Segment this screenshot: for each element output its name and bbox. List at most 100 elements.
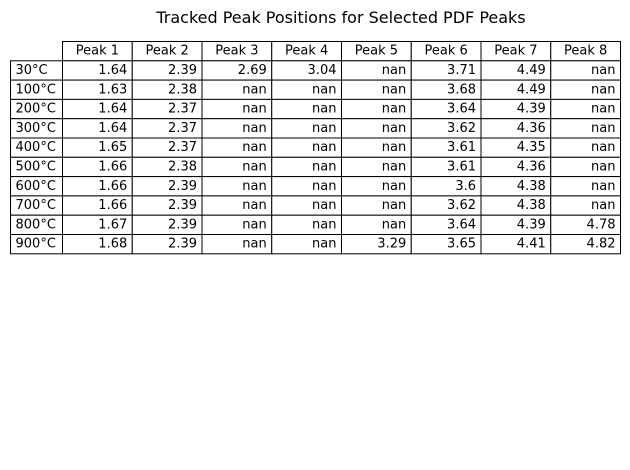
cell-value: 3.61 [447, 140, 476, 155]
row-label: 100°C [16, 82, 56, 97]
cell-value: nan [312, 179, 336, 194]
row-label: 400°C [16, 140, 56, 155]
cell-value: nan [591, 63, 615, 78]
cell-value: 4.78 [587, 217, 616, 232]
chart-title: Tracked Peak Positions for Selected PDF … [156, 8, 526, 27]
cell-value: 1.65 [98, 140, 127, 155]
row-label: 30°C [16, 63, 48, 78]
cell-value: nan [242, 237, 266, 252]
cell-value: 2.38 [168, 82, 197, 97]
cell-value: nan [312, 121, 336, 136]
column-header: Peak 5 [355, 44, 398, 59]
cell-value: 1.66 [98, 198, 127, 213]
cell-value: 1.63 [98, 82, 127, 97]
cell-value: nan [382, 63, 406, 78]
row-label: 200°C [16, 102, 56, 117]
cell-value: 4.36 [517, 159, 546, 174]
cell-value: nan [242, 159, 266, 174]
cell-value: 4.41 [517, 237, 546, 252]
cell-value: nan [382, 159, 406, 174]
row-label: 500°C [16, 159, 56, 174]
cell-value: nan [382, 140, 406, 155]
cell-value: 2.37 [168, 121, 197, 136]
cell-value: nan [382, 217, 406, 232]
cell-value: 3.61 [447, 159, 476, 174]
cell-value: 2.37 [168, 102, 197, 117]
cell-value: nan [242, 140, 266, 155]
cell-value: 3.64 [447, 102, 476, 117]
cell-value: 4.49 [517, 82, 546, 97]
cell-value: 4.82 [587, 237, 616, 252]
column-header: Peak 3 [215, 44, 258, 59]
cell-value: 4.35 [517, 140, 546, 155]
cell-value: nan [591, 82, 615, 97]
cell-value: 3.62 [447, 121, 476, 136]
column-header: Peak 7 [494, 44, 537, 59]
cell-value: nan [591, 198, 615, 213]
column-header: Peak 2 [145, 44, 188, 59]
cell-value: 3.04 [308, 63, 337, 78]
cell-value: 2.39 [168, 179, 197, 194]
cell-value: nan [591, 121, 615, 136]
cell-value: 3.62 [447, 198, 476, 213]
cell-value: nan [242, 102, 266, 117]
cell-value: 2.39 [168, 63, 197, 78]
column-header: Peak 8 [564, 44, 607, 59]
cell-value: 3.68 [447, 82, 476, 97]
cell-value: nan [591, 102, 615, 117]
cell-value: 4.49 [517, 63, 546, 78]
cell-value: nan [242, 198, 266, 213]
cell-value: nan [591, 179, 615, 194]
cell-value: nan [591, 140, 615, 155]
cell-value: 1.68 [98, 237, 127, 252]
cell-value: 3.29 [377, 237, 406, 252]
column-header: Peak 1 [76, 44, 119, 59]
cell-value: 3.65 [447, 237, 476, 252]
table-cell [550, 234, 621, 255]
cell-value: 1.64 [98, 102, 127, 117]
cell-value: nan [242, 179, 266, 194]
cell-value: 3.6 [455, 179, 476, 194]
cell-value: 4.38 [517, 198, 546, 213]
cell-value: 3.71 [447, 63, 476, 78]
cell-value: nan [242, 82, 266, 97]
cell-value: nan [312, 140, 336, 155]
cell-value: nan [242, 121, 266, 136]
cell-value: nan [242, 217, 266, 232]
cell-value: 2.39 [168, 198, 197, 213]
cell-value: 2.69 [238, 63, 267, 78]
cell-value: nan [591, 159, 615, 174]
row-label: 600°C [16, 179, 56, 194]
cell-value: 3.64 [447, 217, 476, 232]
cell-value: 1.66 [98, 159, 127, 174]
cell-value: nan [382, 121, 406, 136]
cell-value: nan [312, 159, 336, 174]
cell-value: 2.39 [168, 237, 197, 252]
cell-value: 4.38 [517, 179, 546, 194]
cell-value: nan [312, 82, 336, 97]
cell-value: 1.67 [98, 217, 127, 232]
cell-value: 1.64 [98, 121, 127, 136]
cell-value: nan [382, 82, 406, 97]
cell-value: nan [312, 217, 336, 232]
column-header: Peak 4 [285, 44, 328, 59]
row-label: 700°C [16, 198, 56, 213]
cell-value: 4.39 [517, 217, 546, 232]
row-label: 300°C [16, 121, 56, 136]
cell-value: nan [382, 179, 406, 194]
cell-value: nan [312, 102, 336, 117]
cell-value: 2.37 [168, 140, 197, 155]
cell-value: nan [382, 102, 406, 117]
cell-value: nan [312, 198, 336, 213]
cell-value: 2.39 [168, 217, 197, 232]
row-label: 900°C [16, 237, 56, 252]
cell-value: 4.39 [517, 102, 546, 117]
cell-value: 1.66 [98, 179, 127, 194]
cell-value: 2.38 [168, 159, 197, 174]
cell-value: nan [382, 198, 406, 213]
cell-value: 1.64 [98, 63, 127, 78]
column-header: Peak 6 [424, 44, 467, 59]
cell-value: nan [312, 237, 336, 252]
